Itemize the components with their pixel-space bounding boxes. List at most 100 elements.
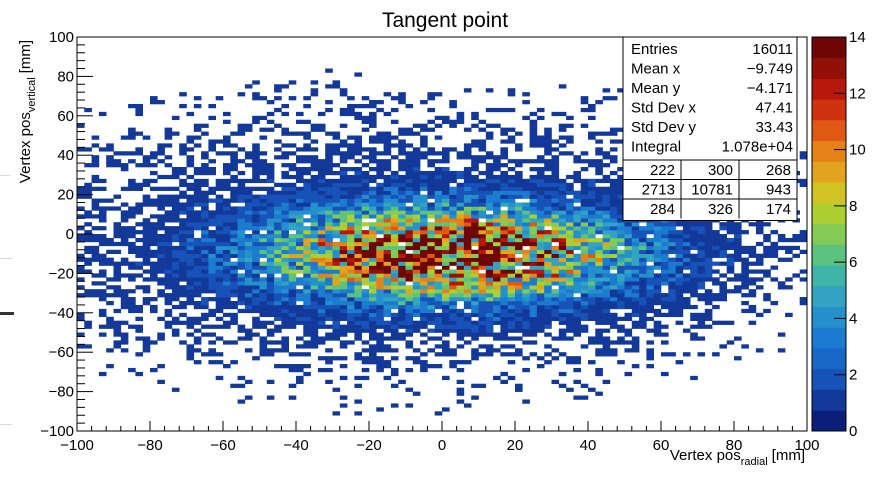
- heatmap-cell: [390, 206, 399, 211]
- heatmap-cell: [223, 245, 231, 251]
- heatmap-cell: [478, 226, 487, 231]
- heatmap-cell: [310, 293, 319, 298]
- y-tick-label: −80: [49, 384, 74, 401]
- heatmap-cell: [223, 281, 231, 286]
- heatmap-cell: [434, 170, 443, 176]
- heatmap-cell: [157, 143, 165, 148]
- heatmap-cell: [288, 218, 297, 223]
- heatmap-cell: [500, 107, 508, 113]
- heatmap-cell: [310, 139, 319, 144]
- heatmap-cell: [515, 336, 523, 341]
- heatmap-cell: [310, 308, 319, 314]
- heatmap-cell: [244, 237, 253, 243]
- heatmap-cell: [383, 364, 392, 369]
- heatmap-cell: [405, 218, 414, 223]
- heatmap-cell: [244, 293, 253, 298]
- heatmap-cell: [471, 159, 479, 164]
- x-axis-label: Vertex posradial [mm]: [670, 447, 805, 468]
- heatmap-cell: [252, 218, 260, 223]
- heatmap-cell: [566, 222, 574, 227]
- heatmap-cell: [274, 253, 282, 258]
- heatmap-cell: [500, 222, 508, 227]
- heatmap-cell: [515, 308, 523, 314]
- heatmap-cell: [332, 218, 341, 223]
- heatmap-cell: [237, 170, 246, 176]
- heatmap-cell: [544, 269, 552, 274]
- heatmap-cell: [573, 320, 581, 325]
- heatmap-cell: [244, 218, 253, 223]
- heatmap-cell: [325, 226, 333, 231]
- heatmap-cell: [405, 387, 414, 392]
- heatmap-cell: [398, 300, 406, 306]
- heatmap-cell: [171, 297, 180, 302]
- heatmap-cell: [310, 226, 319, 231]
- heatmap-cell: [675, 234, 684, 239]
- heatmap-cell: [617, 190, 625, 195]
- heatmap-cell: [266, 328, 275, 333]
- heatmap-cell: [471, 218, 479, 223]
- heatmap-cell: [252, 230, 260, 235]
- color-bar-segment: [812, 182, 846, 204]
- heatmap-cell: [361, 277, 370, 282]
- heatmap-cell: [653, 320, 662, 325]
- heatmap-cell: [573, 312, 581, 318]
- heatmap-cell: [529, 214, 538, 219]
- heatmap-cell: [609, 237, 618, 243]
- heatmap-cell: [661, 297, 669, 302]
- heatmap-cell: [507, 352, 516, 357]
- heatmap-cell: [500, 210, 508, 215]
- heatmap-cell: [186, 277, 195, 282]
- heatmap-cell: [325, 182, 333, 188]
- heatmap-cell: [303, 182, 311, 188]
- heatmap-cell: [682, 328, 691, 333]
- heatmap-cell: [456, 289, 465, 294]
- heatmap-cell: [201, 281, 209, 286]
- heatmap-cell: [281, 214, 289, 219]
- heatmap-cell: [734, 289, 742, 294]
- heatmap-cell: [310, 332, 319, 337]
- heatmap-cell: [478, 261, 487, 266]
- heatmap-cell: [726, 230, 735, 235]
- heatmap-cell: [310, 234, 319, 239]
- heatmap-cell: [485, 163, 494, 168]
- heatmap-cell: [259, 249, 268, 254]
- heatmap-cell: [91, 186, 100, 191]
- heatmap-cell: [566, 308, 574, 314]
- heatmap-cell: [288, 308, 297, 314]
- heatmap-cell: [288, 245, 297, 251]
- heatmap-cell: [303, 194, 311, 199]
- heatmap-cell: [609, 139, 618, 144]
- heatmap-cell: [471, 249, 479, 254]
- heatmap-cell: [449, 202, 457, 207]
- heatmap-cell: [595, 170, 603, 176]
- heatmap-cell: [303, 328, 311, 333]
- heatmap-cell: [244, 304, 253, 310]
- heatmap-cell: [91, 273, 100, 278]
- heatmap-cell: [223, 170, 231, 176]
- heatmap-cell: [675, 293, 684, 298]
- heatmap-cell: [157, 265, 165, 270]
- heatmap-cell: [507, 324, 516, 329]
- heatmap-cell: [595, 328, 603, 333]
- heatmap-cell: [602, 88, 611, 93]
- heatmap-cell: [120, 257, 129, 262]
- heatmap-cell: [580, 304, 589, 310]
- heatmap-cell: [405, 143, 414, 148]
- heatmap-cell: [142, 340, 151, 345]
- heatmap-cell: [734, 285, 742, 290]
- heatmap-cell: [690, 226, 698, 231]
- heatmap-cell: [471, 277, 479, 282]
- heatmap-cell: [602, 237, 611, 243]
- heatmap-cell: [792, 273, 800, 278]
- heatmap-cell: [98, 186, 107, 191]
- heatmap-cell: [624, 261, 633, 266]
- heatmap-cell: [361, 320, 370, 325]
- heatmap-cell: [296, 281, 304, 286]
- heatmap-cell: [91, 249, 100, 254]
- heatmap-cell: [595, 206, 603, 211]
- heatmap-cell: [580, 210, 589, 215]
- heatmap-cell: [617, 273, 625, 278]
- heatmap-cell: [493, 320, 501, 325]
- heatmap-cell: [347, 241, 355, 247]
- heatmap-cell: [485, 131, 494, 136]
